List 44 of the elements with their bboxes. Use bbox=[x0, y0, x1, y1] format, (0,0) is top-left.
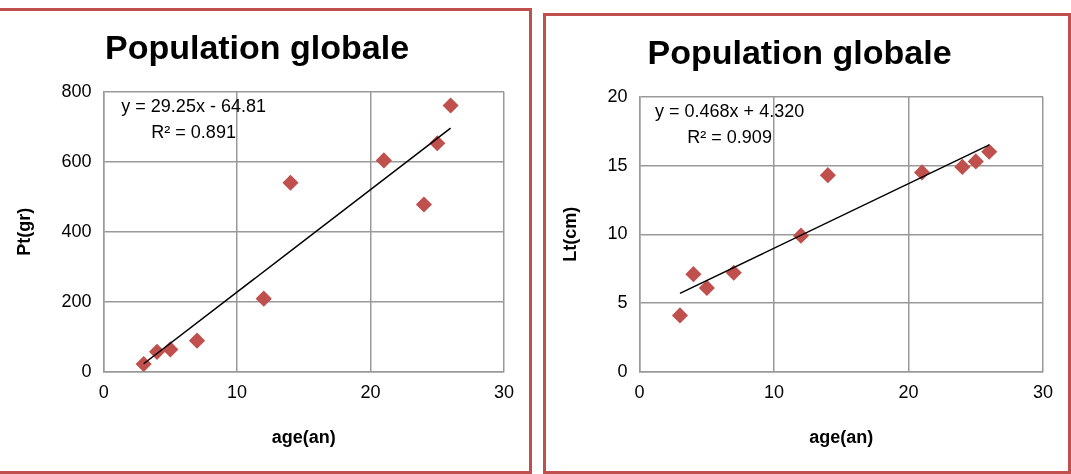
point bbox=[376, 152, 392, 169]
x-tick-label: 30 bbox=[1032, 381, 1054, 402]
x-tick-label: 0 bbox=[634, 381, 645, 402]
point bbox=[725, 265, 742, 281]
y-axis-title: Pt(gr) bbox=[13, 207, 34, 256]
point bbox=[282, 175, 299, 191]
y-tick-label: 400 bbox=[61, 220, 92, 241]
y-tick-label: 20 bbox=[607, 85, 628, 106]
y-tick-label: 0 bbox=[81, 360, 92, 381]
annotation: R² = 0.891 bbox=[151, 121, 236, 142]
point bbox=[820, 167, 836, 183]
point bbox=[954, 159, 971, 175]
y-tick-label: 5 bbox=[617, 292, 628, 313]
point bbox=[914, 164, 930, 181]
y-tick-label: 200 bbox=[61, 290, 92, 311]
point bbox=[672, 307, 688, 324]
point bbox=[685, 266, 702, 282]
x-tick-label: 20 bbox=[898, 381, 919, 402]
x-axis-title: age(an) bbox=[809, 427, 874, 448]
x-tick-label: 30 bbox=[493, 381, 515, 402]
annotation: y = 29.25x - 64.81 bbox=[121, 95, 266, 116]
x-tick-label: 0 bbox=[98, 381, 109, 402]
annotation: y = 0.468x + 4.320 bbox=[655, 100, 805, 121]
y-axis-title: Lt(cm) bbox=[559, 206, 580, 262]
annotation: R² = 0.909 bbox=[687, 126, 772, 147]
chart-title: Population globale bbox=[104, 27, 410, 66]
x-tick-label: 10 bbox=[764, 381, 785, 402]
x-axis-title: age(an) bbox=[271, 427, 336, 448]
chart-title: Population globale bbox=[647, 32, 952, 71]
point bbox=[968, 153, 984, 170]
point bbox=[442, 97, 459, 114]
x-tick-label: 10 bbox=[227, 381, 248, 402]
point bbox=[256, 290, 272, 307]
y-tick-label: 10 bbox=[607, 223, 628, 244]
y-tick-label: 800 bbox=[61, 80, 92, 101]
x-tick-label: 20 bbox=[360, 381, 381, 402]
point bbox=[699, 280, 715, 296]
point bbox=[189, 332, 205, 349]
y-tick-label: 600 bbox=[61, 150, 92, 171]
y-tick-label: 15 bbox=[607, 154, 628, 175]
point bbox=[981, 144, 997, 160]
point bbox=[416, 196, 432, 213]
point bbox=[135, 356, 152, 372]
y-tick-label: 0 bbox=[617, 360, 628, 381]
